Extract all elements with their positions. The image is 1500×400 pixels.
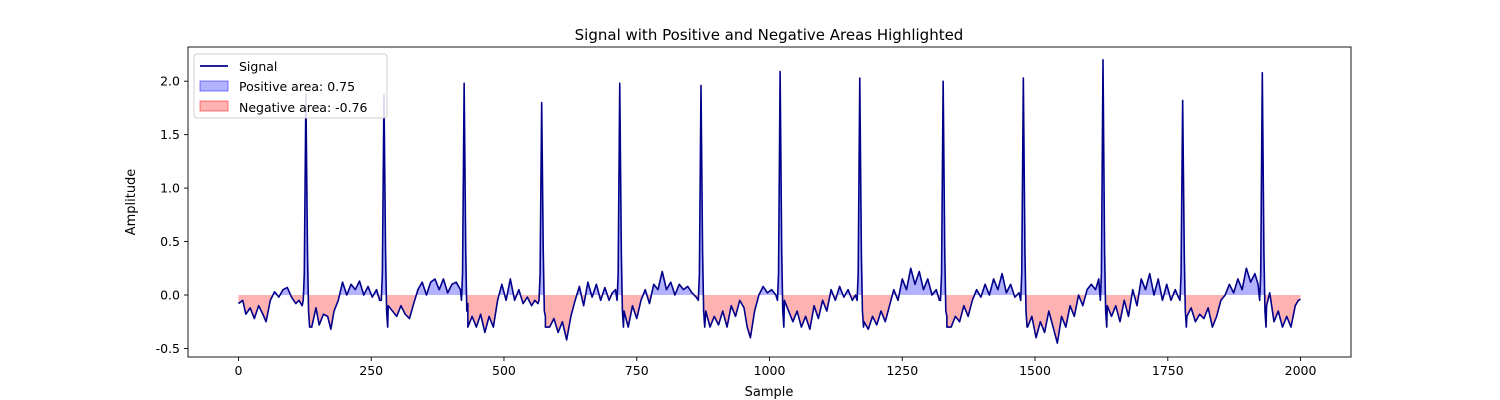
y-tick-label: 0.0 [160, 288, 180, 303]
legend-positive-swatch [199, 80, 229, 92]
x-tick-label: 2000 [1285, 363, 1317, 378]
x-tick-label: 750 [625, 363, 649, 378]
legend-positive-label: Positive area: 0.75 [239, 79, 355, 94]
y-axis: -0.5 0.0 0.5 1.0 1.5 2.0 [156, 74, 188, 356]
x-tick-label: 0 [234, 363, 242, 378]
y-tick-label: -0.5 [156, 341, 180, 356]
x-tick-label: 1000 [754, 363, 786, 378]
x-tick-label: 1250 [886, 363, 918, 378]
signal-line [237, 59, 1301, 344]
x-tick-label: 1750 [1152, 363, 1184, 378]
negative-area-fill [238, 295, 1301, 344]
legend-signal-label: Signal [239, 59, 277, 74]
y-axis-label: Amplitude [124, 169, 139, 236]
x-axis: 0 250 500 750 1000 1250 1500 1750 2000 [234, 357, 1317, 378]
chart-title: Signal with Positive and Negative Areas … [575, 26, 964, 44]
x-axis-label: Sample [745, 385, 794, 400]
y-tick-label: 0.5 [160, 234, 180, 249]
legend: Signal Positive area: 0.75 Negative area… [193, 53, 388, 119]
positive-area-fill [272, 59, 1271, 295]
x-tick-label: 1500 [1019, 363, 1051, 378]
legend-box [193, 53, 388, 119]
y-tick-label: 1.0 [160, 181, 180, 196]
y-tick-label: 2.0 [160, 74, 180, 89]
x-tick-label: 250 [359, 363, 383, 378]
legend-negative-label: Negative area: -0.76 [239, 100, 368, 115]
legend-negative-swatch [199, 100, 229, 112]
y-tick-label: 1.5 [160, 127, 180, 142]
x-tick-label: 500 [492, 363, 516, 378]
plot-area [237, 59, 1301, 344]
